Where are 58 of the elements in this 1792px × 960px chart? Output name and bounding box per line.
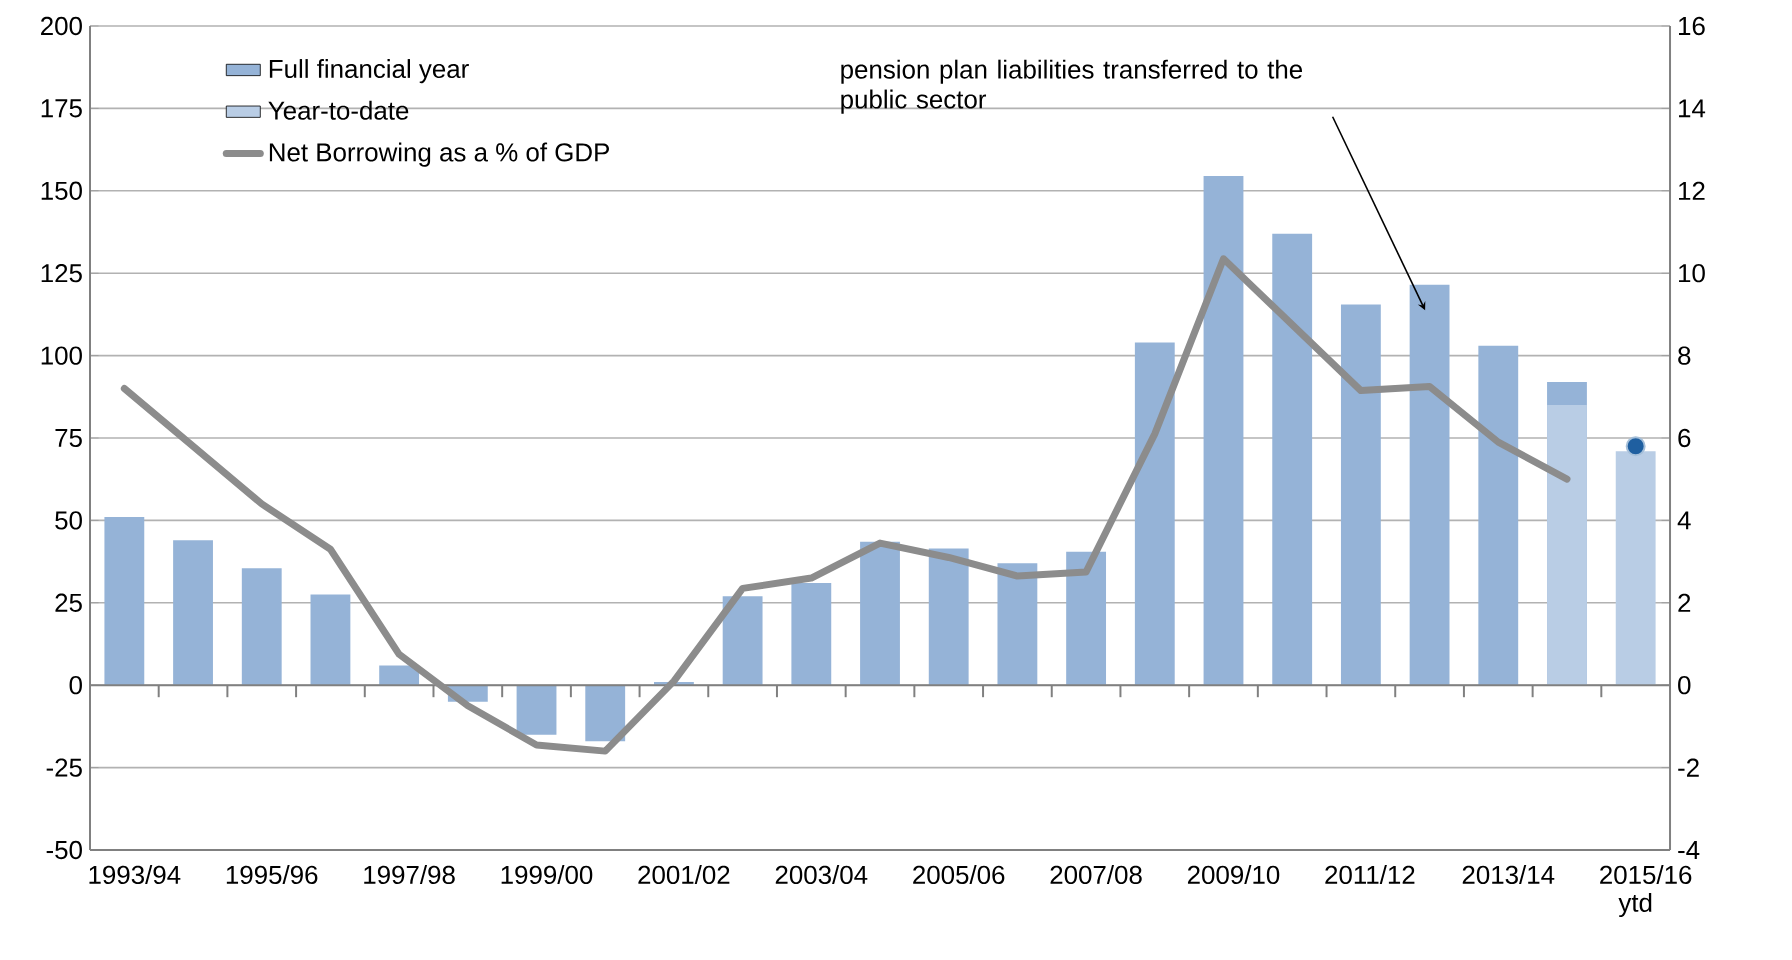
x-tick-label: 2007/08 [1050, 865, 1142, 885]
x-tick-label: 2001/02 [638, 865, 730, 885]
bar [310, 594, 351, 686]
bar [173, 540, 213, 686]
x-tick-label: 2011/12 [1325, 865, 1415, 885]
x-tick-label: 2005/06 [913, 865, 1005, 885]
y2-tick-label: 12 [1679, 181, 1705, 200]
y2-tick-label: -4 [1678, 841, 1700, 859]
bar [860, 541, 900, 686]
bar [585, 685, 626, 742]
bar [1272, 233, 1313, 686]
bar [928, 548, 969, 686]
y-tick-label: 100 [41, 346, 82, 365]
y-tick-label: 125 [41, 264, 82, 283]
bar [241, 568, 282, 686]
bar [1615, 451, 1656, 686]
y2-tick-label: 8 [1678, 346, 1691, 365]
x-tick-label: 2009/10 [1187, 865, 1280, 885]
bar [516, 685, 557, 735]
y-tick-label: 0 [69, 676, 82, 695]
y2-tick-label: -2 [1678, 758, 1699, 777]
y2-tick-label: 2 [1678, 593, 1691, 612]
y-tick-label: -50 [46, 840, 82, 860]
bar [1478, 345, 1519, 686]
x-tick-label: 1999/00 [501, 865, 593, 885]
annotation: pension plan liabilities transferred to the public sector [841, 59, 1303, 114]
y2-tick-label: 16 [1679, 16, 1705, 36]
bar [1340, 304, 1381, 686]
x-tick-label: 2015/16 ytd [1600, 865, 1692, 918]
bar [1066, 551, 1107, 686]
y2-tick-label: 10 [1679, 264, 1705, 283]
bar [791, 583, 832, 686]
x-tick-label: 1997/98 [364, 865, 455, 885]
y2-tick-label: 6 [1678, 428, 1691, 448]
bar [104, 517, 145, 686]
y-tick-label: 75 [55, 428, 82, 448]
bar [1203, 175, 1244, 686]
y-tick-label: 25 [55, 593, 82, 612]
bar [1134, 342, 1175, 686]
x-tick-label: 1995/96 [226, 865, 318, 885]
y-tick-label: 200 [41, 16, 82, 36]
y2-tick-label: 14 [1679, 99, 1706, 118]
x-tick-label: 2003/04 [775, 865, 868, 885]
legend-label: Net Borrowing as a % of GDP [269, 142, 609, 167]
bar [722, 596, 763, 686]
y-tick-label: 150 [41, 181, 82, 200]
x-tick-label: 1993/94 [89, 865, 181, 885]
legend-label: Full financial year [269, 59, 469, 84]
y-tick-label: -25 [46, 758, 82, 777]
bar [379, 665, 420, 686]
y-tick-label: 50 [55, 511, 82, 530]
y-tick-label: 175 [41, 99, 82, 118]
y2-tick-label: 4 [1677, 511, 1691, 530]
bar [1409, 284, 1450, 686]
y2-tick-label: 0 [1678, 676, 1691, 695]
x-tick-label: 2013/14 [1462, 865, 1555, 885]
legend-label: Year-to-date [268, 100, 409, 120]
bar [997, 563, 1038, 686]
